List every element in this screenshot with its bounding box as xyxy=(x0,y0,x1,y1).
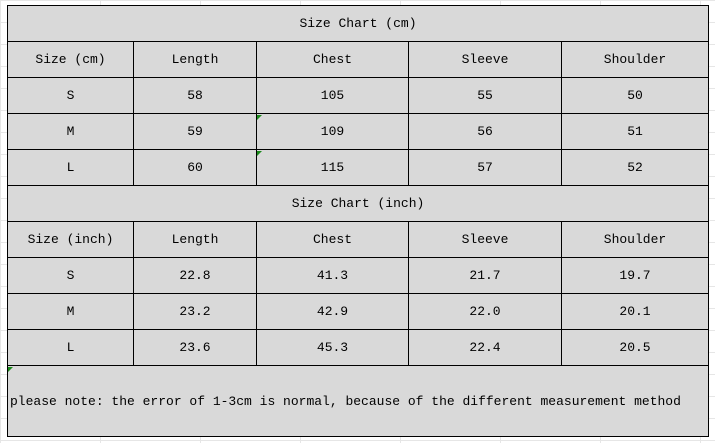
note-row: please note: the error of 1-3cm is norma… xyxy=(7,365,709,437)
header-cell[interactable]: Shoulder xyxy=(561,41,709,78)
cell[interactable]: 20.1 xyxy=(561,293,709,330)
table-row: S 58 105 55 50 xyxy=(7,77,709,114)
inch-title-cell[interactable]: Size Chart (inch) xyxy=(7,185,709,222)
cell[interactable]: 22.8 xyxy=(133,257,257,294)
cm-title-row: Size Chart (cm) xyxy=(7,5,709,42)
cm-header-row: Size (cm) Length Chest Sleeve Shoulder xyxy=(7,41,709,78)
header-cell[interactable]: Sleeve xyxy=(408,221,562,258)
cell[interactable]: 109 xyxy=(256,113,409,150)
header-cell[interactable]: Chest xyxy=(256,221,409,258)
cell[interactable]: 55 xyxy=(408,77,562,114)
cell[interactable]: 22.0 xyxy=(408,293,562,330)
comment-marker-icon xyxy=(8,367,13,372)
cell[interactable]: 50 xyxy=(561,77,709,114)
header-cell[interactable]: Length xyxy=(133,221,257,258)
cell[interactable]: S xyxy=(7,257,134,294)
inch-header-row: Size (inch) Length Chest Sleeve Shoulder xyxy=(7,221,709,258)
cell[interactable]: 21.7 xyxy=(408,257,562,294)
cell[interactable]: 51 xyxy=(561,113,709,150)
cell[interactable]: 20.5 xyxy=(561,329,709,366)
table-row: L 60 115 57 52 xyxy=(7,149,709,186)
cell[interactable]: 41.3 xyxy=(256,257,409,294)
cell[interactable]: 59 xyxy=(133,113,257,150)
cell[interactable]: 58 xyxy=(133,77,257,114)
cell[interactable]: 52 xyxy=(561,149,709,186)
comment-marker-icon xyxy=(257,151,262,156)
header-cell[interactable]: Size (cm) xyxy=(7,41,134,78)
header-cell[interactable]: Length xyxy=(133,41,257,78)
table-row: S 22.8 41.3 21.7 19.7 xyxy=(7,257,709,294)
header-cell[interactable]: Sleeve xyxy=(408,41,562,78)
cell[interactable]: 42.9 xyxy=(256,293,409,330)
cell[interactable]: L xyxy=(7,329,134,366)
header-cell[interactable]: Chest xyxy=(256,41,409,78)
inch-title-row: Size Chart (inch) xyxy=(7,185,709,222)
cell[interactable]: 57 xyxy=(408,149,562,186)
header-cell[interactable]: Size (inch) xyxy=(7,221,134,258)
cell[interactable]: 22.4 xyxy=(408,329,562,366)
cm-title-cell[interactable]: Size Chart (cm) xyxy=(7,5,709,42)
table-row: M 23.2 42.9 22.0 20.1 xyxy=(7,293,709,330)
cell[interactable]: 23.6 xyxy=(133,329,257,366)
cell[interactable]: 19.7 xyxy=(561,257,709,294)
cell[interactable]: M xyxy=(7,113,134,150)
cell[interactable]: 115 xyxy=(256,149,409,186)
cell[interactable]: 45.3 xyxy=(256,329,409,366)
cell[interactable]: S xyxy=(7,77,134,114)
cell[interactable]: L xyxy=(7,149,134,186)
comment-marker-icon xyxy=(257,115,262,120)
header-cell[interactable]: Shoulder xyxy=(561,221,709,258)
table-row: M 59 109 56 51 xyxy=(7,113,709,150)
cell[interactable]: 23.2 xyxy=(133,293,257,330)
cell[interactable]: 60 xyxy=(133,149,257,186)
cell[interactable]: M xyxy=(7,293,134,330)
note-cell[interactable]: please note: the error of 1-3cm is norma… xyxy=(7,365,709,437)
cell[interactable]: 56 xyxy=(408,113,562,150)
size-chart-sheet: Size Chart (cm) Size (cm) Length Chest S… xyxy=(7,5,709,437)
table-row: L 23.6 45.3 22.4 20.5 xyxy=(7,329,709,366)
cell[interactable]: 105 xyxy=(256,77,409,114)
